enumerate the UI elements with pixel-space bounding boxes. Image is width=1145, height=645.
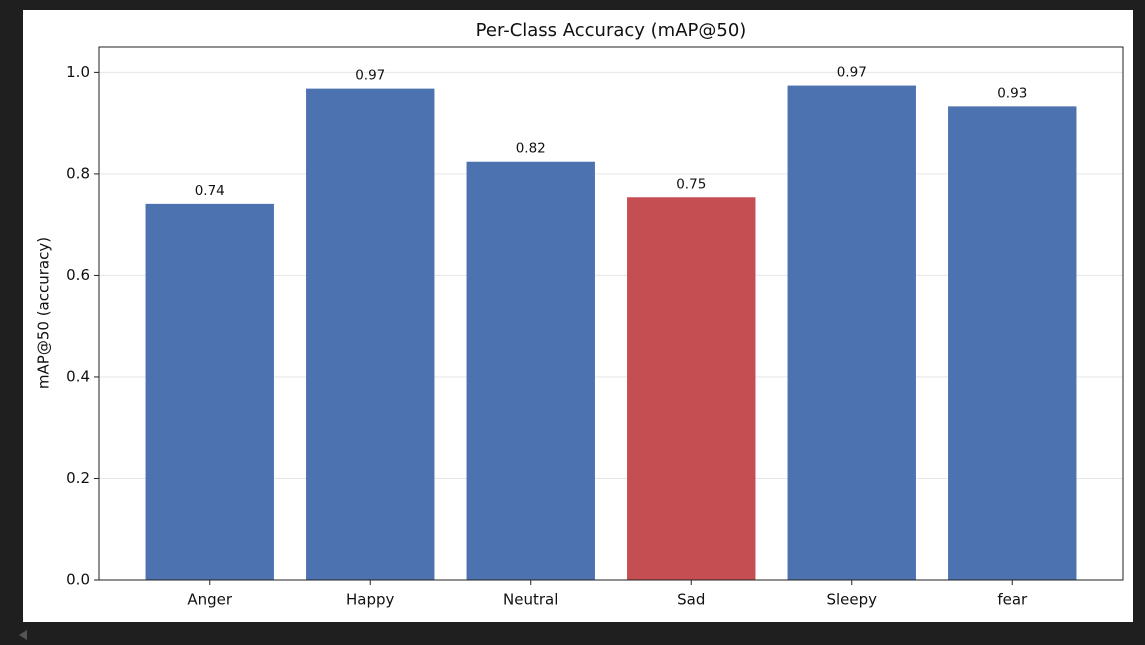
bar	[627, 197, 756, 580]
x-tick-label: Happy	[346, 591, 395, 609]
x-tick-label: Anger	[187, 591, 233, 609]
value-label: 0.82	[516, 141, 546, 157]
value-label: 0.93	[997, 85, 1027, 101]
chart-title: Per-Class Accuracy (mAP@50)	[476, 20, 747, 41]
x-tick-label: Sleepy	[826, 591, 877, 609]
value-label: 0.97	[837, 65, 867, 81]
y-tick-label: 0.6	[66, 266, 90, 284]
bar	[306, 88, 435, 581]
x-tick-label: Neutral	[503, 591, 558, 609]
bar	[145, 203, 274, 580]
value-label: 0.75	[676, 176, 706, 192]
value-label: 0.74	[195, 183, 225, 199]
y-tick-label: 0.2	[66, 469, 90, 487]
y-tick-label: 1.0	[66, 63, 90, 81]
y-axis-label: mAP@50 (accuracy)	[35, 237, 53, 389]
bar	[948, 106, 1077, 581]
y-tick-label: 0.4	[66, 367, 90, 385]
bar	[787, 85, 916, 581]
plot-frame	[98, 46, 1124, 581]
x-tick-label: fear	[997, 591, 1028, 609]
x-tick-label: Sad	[677, 591, 705, 609]
y-tick-label: 0.8	[66, 164, 90, 182]
bar	[466, 161, 595, 580]
scroll-arrow[interactable]	[19, 630, 27, 640]
y-tick-label: 0.0	[66, 571, 90, 589]
value-label: 0.97	[355, 68, 385, 84]
